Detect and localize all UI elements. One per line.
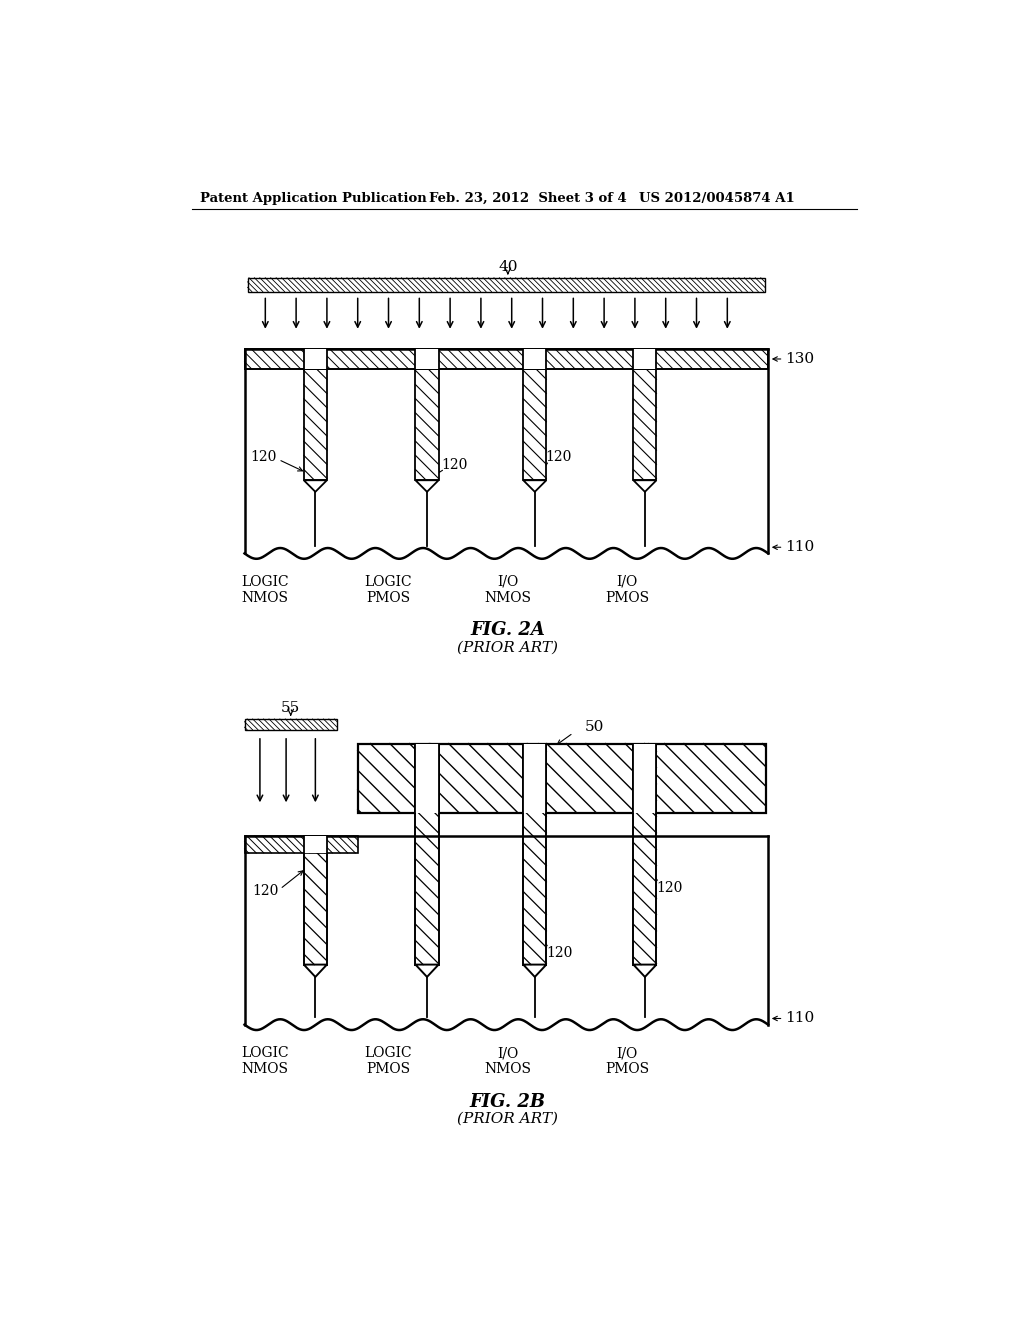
Text: I/O
PMOS: I/O PMOS (605, 1047, 649, 1076)
Polygon shape (416, 965, 438, 977)
Text: 110: 110 (785, 1011, 814, 1026)
Bar (245, 350, 768, 368)
Text: LOGIC
NMOS: LOGIC NMOS (242, 576, 289, 605)
Text: 110: 110 (785, 540, 814, 554)
Bar (416, 368, 438, 480)
Polygon shape (634, 965, 656, 977)
Bar (523, 368, 547, 480)
Bar (357, 743, 766, 813)
Polygon shape (523, 480, 547, 492)
Bar (634, 743, 656, 965)
Bar (634, 743, 656, 813)
Text: I/O
NMOS: I/O NMOS (484, 1047, 531, 1076)
Bar (416, 743, 438, 965)
Text: 120: 120 (546, 450, 572, 465)
Text: (PRIOR ART): (PRIOR ART) (458, 1111, 558, 1126)
Bar (245, 719, 337, 730)
Text: Patent Application Publication: Patent Application Publication (200, 191, 427, 205)
Text: I/O
NMOS: I/O NMOS (484, 576, 531, 605)
Bar (523, 743, 547, 965)
Text: 120: 120 (252, 884, 279, 899)
Bar (245, 836, 768, 1024)
Text: 120: 120 (656, 880, 683, 895)
Text: LOGIC
PMOS: LOGIC PMOS (365, 576, 413, 605)
Text: 120: 120 (251, 450, 276, 465)
Polygon shape (523, 965, 547, 977)
Text: I/O
PMOS: I/O PMOS (605, 576, 649, 605)
Text: 40: 40 (498, 260, 517, 275)
Text: LOGIC
PMOS: LOGIC PMOS (365, 1047, 413, 1076)
Bar (245, 836, 357, 853)
Bar (304, 350, 327, 368)
Bar (634, 368, 656, 480)
Polygon shape (304, 965, 327, 977)
Bar (304, 836, 327, 965)
Text: (PRIOR ART): (PRIOR ART) (458, 640, 558, 655)
Polygon shape (304, 480, 327, 492)
Text: 130: 130 (785, 352, 814, 366)
Text: Feb. 23, 2012  Sheet 3 of 4: Feb. 23, 2012 Sheet 3 of 4 (429, 191, 627, 205)
Bar (248, 277, 765, 292)
Polygon shape (416, 480, 438, 492)
Text: FIG. 2A: FIG. 2A (470, 622, 546, 639)
Bar (304, 368, 327, 480)
Bar (523, 743, 547, 813)
Bar (416, 350, 438, 368)
Bar (523, 350, 547, 368)
Text: FIG. 2B: FIG. 2B (470, 1093, 546, 1110)
Text: 55: 55 (282, 701, 300, 715)
Text: US 2012/0045874 A1: US 2012/0045874 A1 (639, 191, 795, 205)
Text: LOGIC
NMOS: LOGIC NMOS (242, 1047, 289, 1076)
Bar (634, 350, 656, 368)
Text: 120: 120 (547, 946, 572, 960)
Text: 120: 120 (441, 458, 467, 471)
Bar (416, 743, 438, 813)
Polygon shape (634, 480, 656, 492)
Bar (245, 350, 768, 553)
Bar (304, 836, 327, 853)
Text: 50: 50 (585, 719, 604, 734)
